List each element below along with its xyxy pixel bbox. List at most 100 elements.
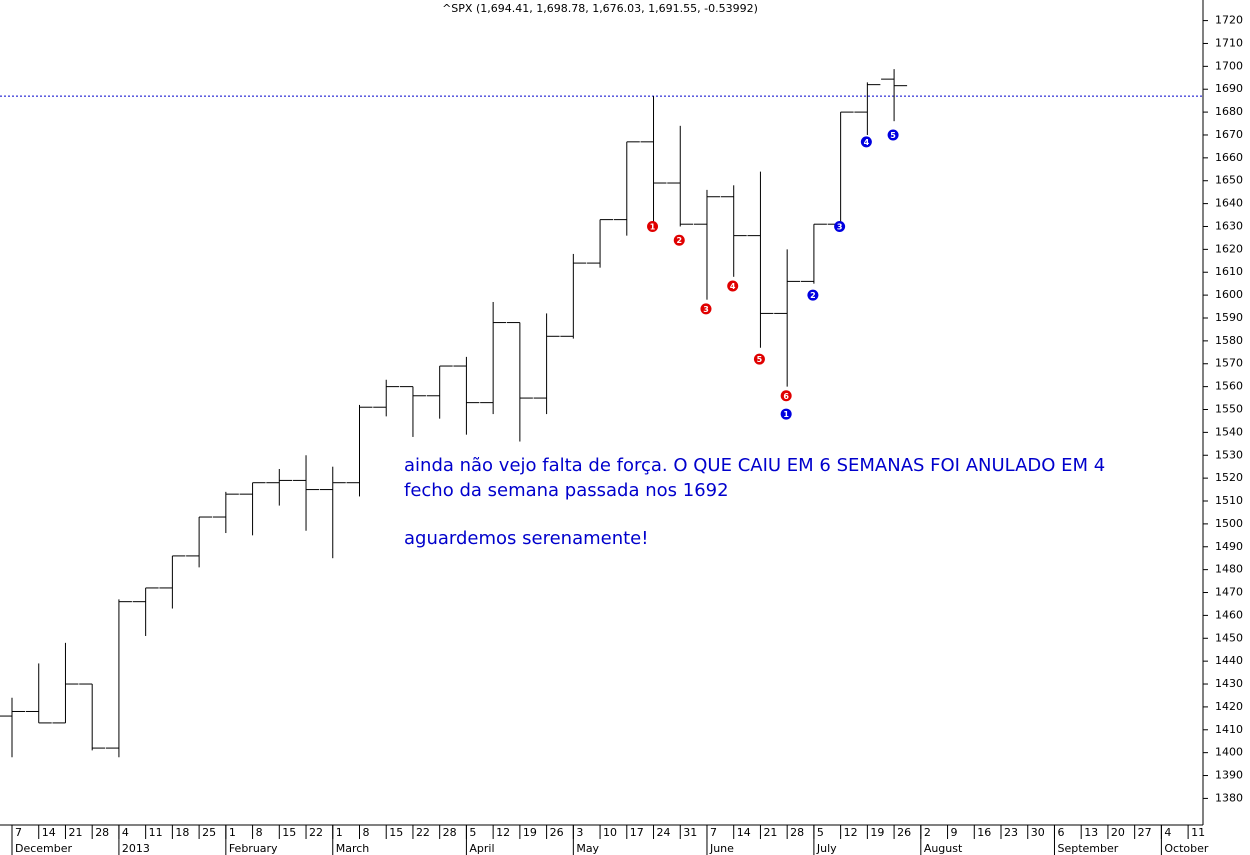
marker [807,289,819,301]
marker-label: 3 [703,305,709,314]
x-tick-label: 8 [362,826,369,839]
x-tick-label: 5 [817,826,824,839]
y-tick-label: 1500 [1215,517,1243,530]
x-tick-label: 20 [1111,826,1125,839]
marker [860,136,872,148]
marker-label: 5 [757,355,763,364]
marker-label: 4 [864,138,870,147]
x-tick-label: 9 [951,826,958,839]
x-tick-label: 13 [1084,826,1098,839]
x-tick-label: 12 [496,826,510,839]
marker-label: 6 [783,392,789,401]
y-tick-label: 1410 [1215,723,1243,736]
annotation: fecho da semana passada nos 1692 [404,480,729,501]
y-tick-label: 1550 [1215,403,1243,416]
x-tick-label: 1 [229,826,236,839]
x-tick-label: 26 [550,826,564,839]
y-tick-label: 1650 [1215,174,1243,187]
x-tick-label: 27 [1138,826,1152,839]
y-tick-label: 1390 [1215,769,1243,782]
marker-label: 2 [676,236,682,245]
marker [780,390,792,402]
x-tick-label: 30 [1031,826,1045,839]
marker-label: 1 [783,410,789,419]
y-tick-label: 1640 [1215,197,1243,210]
marker [727,280,739,292]
x-tick-label: 24 [657,826,671,839]
y-tick-label: 1440 [1215,654,1243,667]
x-tick-label: 19 [523,826,537,839]
y-tick-label: 1620 [1215,242,1243,255]
y-tick-label: 1520 [1215,471,1243,484]
x-tick-label: 6 [1057,826,1064,839]
month-label: September [1057,842,1118,855]
chart-title: ^SPX (1,694.41, 1,698.78, 1,676.03, 1,69… [442,2,758,15]
month-label: July [816,842,837,855]
y-tick-label: 1580 [1215,334,1243,347]
x-tick-label: 5 [469,826,476,839]
x-tick-label: 16 [977,826,991,839]
y-tick-label: 1610 [1215,265,1243,278]
x-tick-label: 28 [95,826,109,839]
x-tick-label: 22 [416,826,430,839]
marker [753,353,765,365]
y-tick-label: 1400 [1215,746,1243,759]
month-label: December [15,842,73,855]
x-tick-label: 14 [737,826,751,839]
marker [887,129,899,141]
y-tick-label: 1560 [1215,380,1243,393]
marker [834,220,846,232]
y-tick-label: 1680 [1215,105,1243,118]
y-tick-label: 1690 [1215,82,1243,95]
y-tick-label: 1510 [1215,494,1243,507]
y-tick-label: 1630 [1215,219,1243,232]
x-tick-label: 7 [710,826,717,839]
month-label: 2013 [122,842,150,855]
x-tick-label: 10 [603,826,617,839]
x-tick-label: 15 [389,826,403,839]
x-tick-label: 18 [175,826,189,839]
y-tick-label: 1540 [1215,425,1243,438]
x-tick-label: 8 [256,826,263,839]
y-tick-label: 1530 [1215,448,1243,461]
x-tick-label: 26 [897,826,911,839]
y-tick-label: 1460 [1215,608,1243,621]
annotation: ainda não vejo falta de força. O QUE CAI… [404,455,1105,476]
x-tick-label: 21 [763,826,777,839]
marker-label: 1 [650,222,656,231]
x-tick-label: 25 [202,826,216,839]
x-tick-label: 11 [1191,826,1205,839]
marker-label: 2 [810,291,816,300]
x-tick-label: 3 [576,826,583,839]
y-tick-label: 1430 [1215,677,1243,690]
y-tick-label: 1470 [1215,586,1243,599]
marker-label: 5 [890,131,896,140]
marker [647,220,659,232]
x-tick-label: 28 [790,826,804,839]
marker-label: 4 [730,282,736,291]
marker [673,234,685,246]
marker [780,408,792,420]
x-tick-label: 2 [924,826,931,839]
month-label: May [576,842,599,855]
y-tick-label: 1490 [1215,540,1243,553]
x-tick-label: 19 [870,826,884,839]
month-label: February [229,842,278,855]
y-tick-label: 1700 [1215,59,1243,72]
marker [700,303,712,315]
x-tick-label: 11 [149,826,163,839]
x-tick-label: 28 [443,826,457,839]
y-tick-label: 1380 [1215,791,1243,804]
y-tick-label: 1660 [1215,151,1243,164]
x-tick-label: 12 [844,826,858,839]
x-tick-label: 14 [42,826,56,839]
y-tick-label: 1450 [1215,631,1243,644]
y-tick-label: 1710 [1215,36,1243,49]
x-tick-label: 7 [15,826,22,839]
month-label: June [709,842,734,855]
month-label: October [1164,842,1208,855]
month-label: March [336,842,370,855]
x-tick-label: 23 [1004,826,1018,839]
y-tick-label: 1420 [1215,700,1243,713]
